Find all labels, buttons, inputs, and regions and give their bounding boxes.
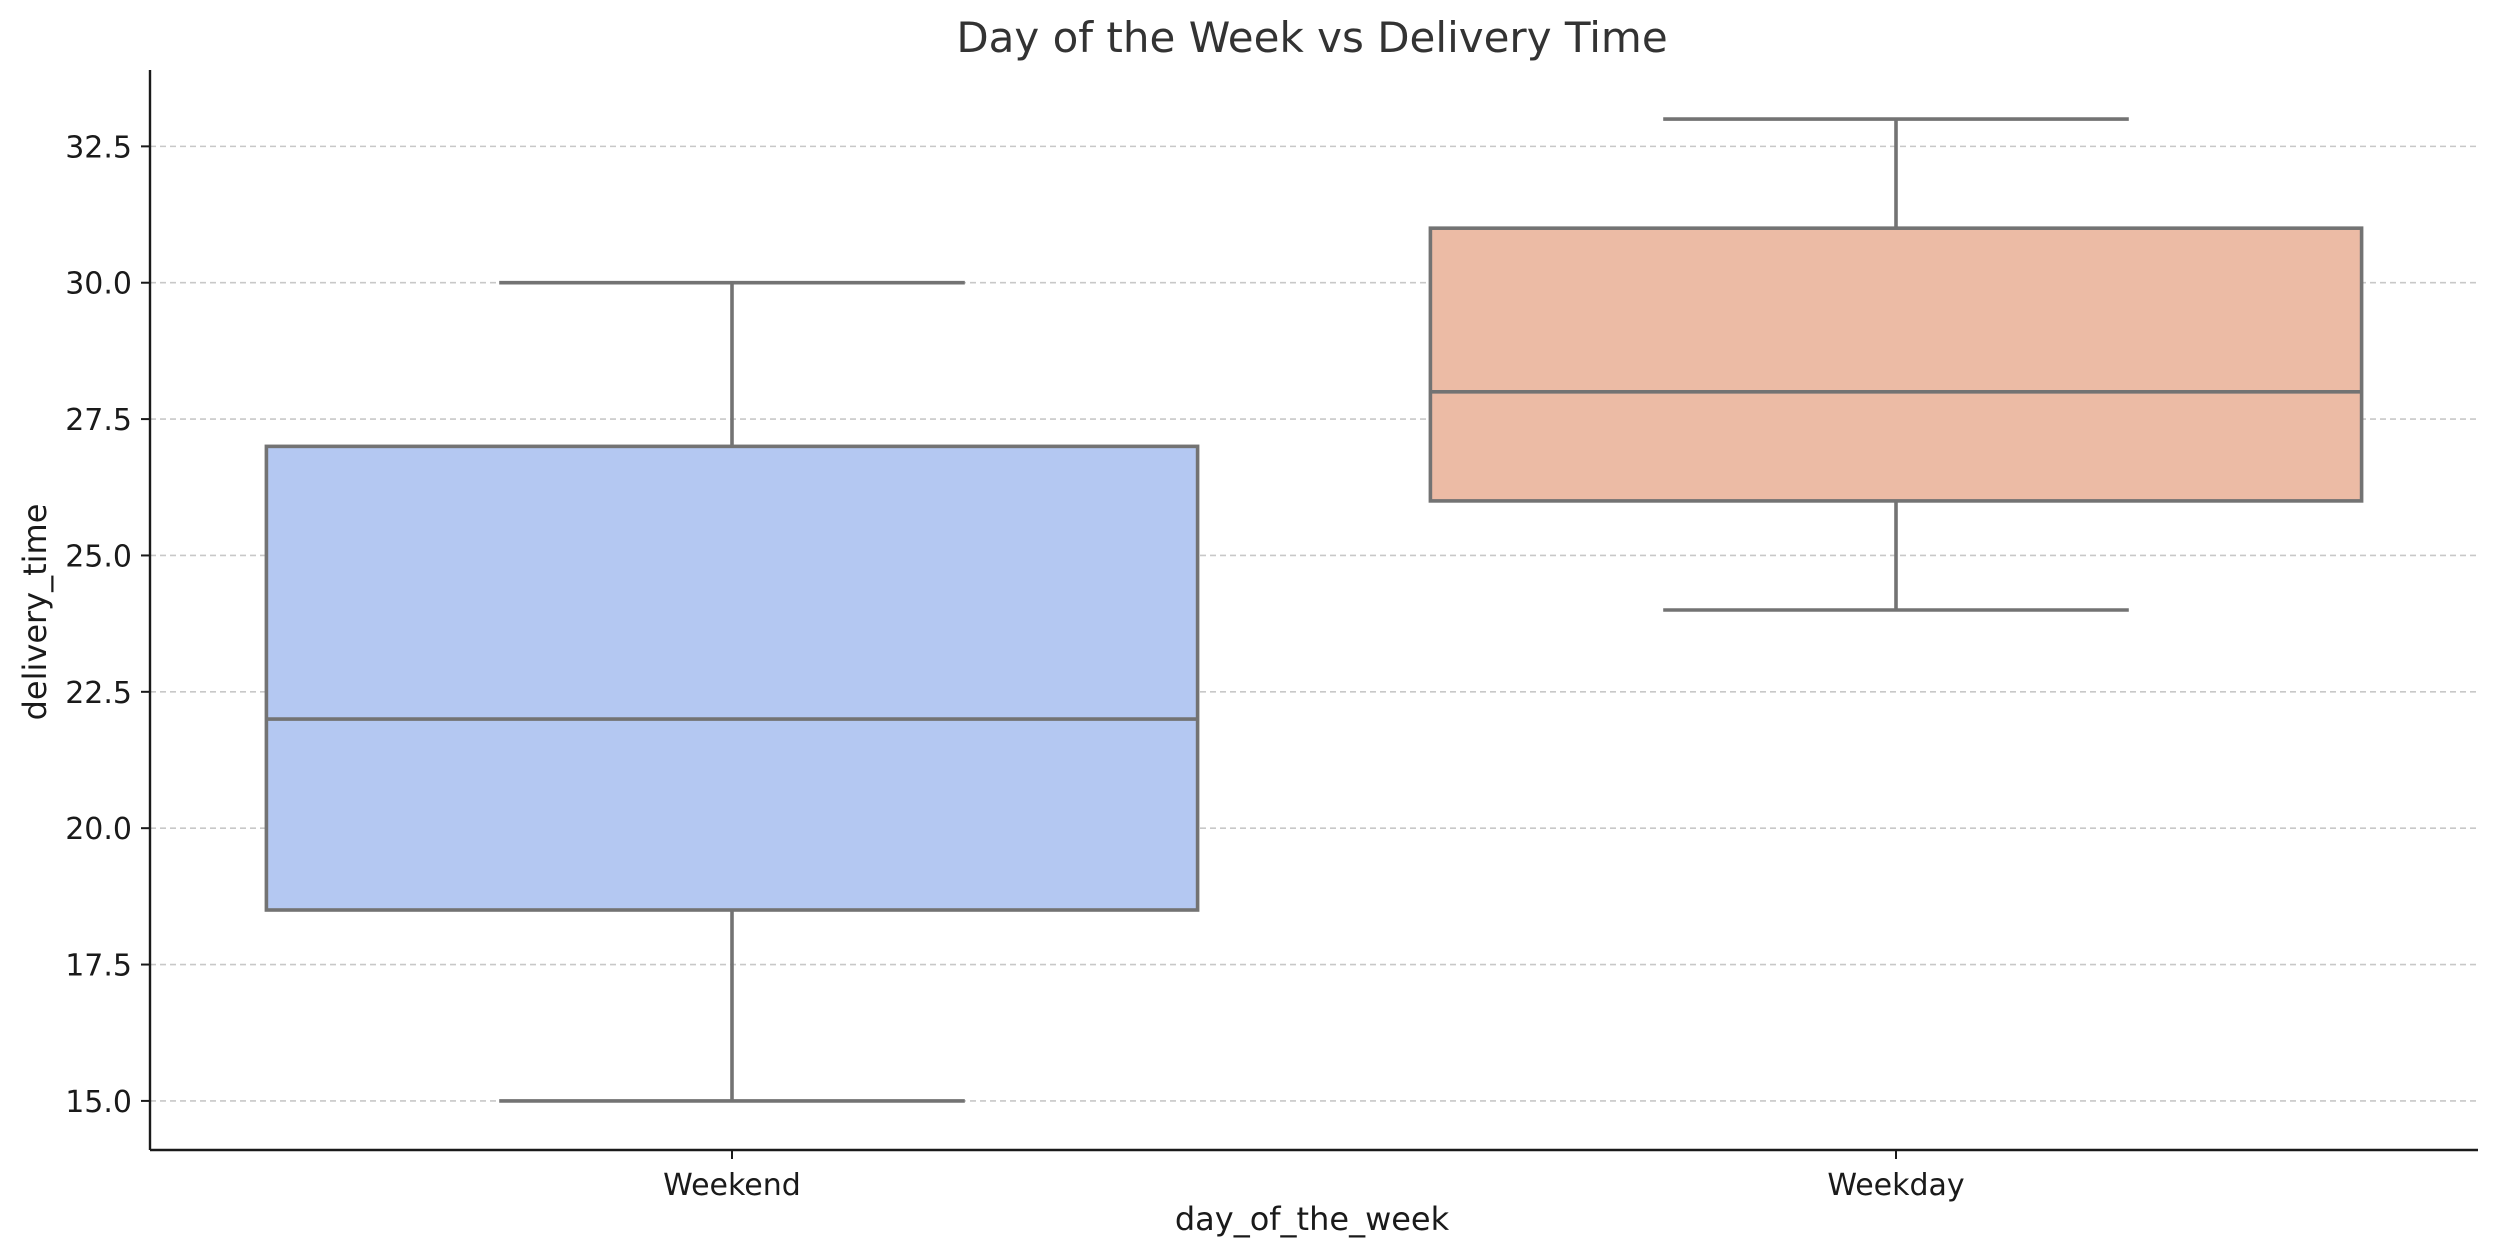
y-tick-label: 25.0 [65,539,132,574]
boxes [264,117,2364,1103]
chart-title: Day of the Week vs Delivery Time [956,13,1667,62]
x-tick-label: Weekend [663,1168,801,1203]
x-ticks: Weekend Weekday [663,1150,1965,1203]
y-tick-label: 30.0 [65,267,132,302]
y-tick-label: 32.5 [65,130,132,165]
y-tick-label: 15.0 [65,1085,132,1120]
x-axis-label: day_of_the_week [1175,1200,1450,1238]
box-weekday [1428,117,2364,612]
iqr-box [264,444,1200,912]
y-tick-label: 27.5 [65,403,132,438]
x-tick-label: Weekday [1827,1168,1964,1203]
y-ticks: 15.0 17.5 20.0 22.5 25.0 27.5 30.0 32.5 [65,130,150,1120]
y-tick-label: 17.5 [65,949,132,984]
y-tick-label: 22.5 [65,676,132,711]
axes [148,70,2478,1152]
y-axis-label: delivery_time [16,504,54,721]
iqr-box [1428,226,2364,503]
y-tick-label: 20.0 [65,812,132,847]
box-weekend [264,280,1200,1103]
